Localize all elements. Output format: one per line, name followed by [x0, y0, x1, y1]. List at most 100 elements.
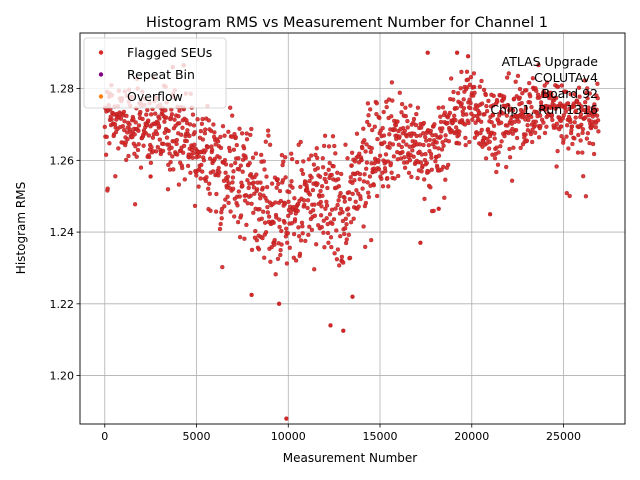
data-point — [468, 100, 473, 106]
data-point — [346, 232, 351, 237]
data-point — [264, 184, 270, 190]
data-point — [404, 142, 409, 147]
data-point — [481, 87, 487, 93]
data-point — [345, 156, 350, 161]
data-point — [559, 83, 564, 88]
data-point — [591, 151, 597, 157]
data-point — [249, 247, 255, 253]
data-point — [132, 132, 137, 137]
data-point — [226, 181, 232, 186]
data-point — [251, 185, 257, 190]
data-point — [263, 139, 268, 144]
data-point — [237, 234, 243, 240]
data-point — [495, 162, 501, 167]
data-point — [424, 160, 429, 166]
data-point — [187, 122, 193, 127]
data-point — [309, 175, 314, 180]
data-point — [231, 186, 236, 191]
data-point — [168, 160, 173, 165]
data-point — [509, 178, 515, 183]
data-point — [131, 117, 136, 122]
data-point — [513, 127, 519, 133]
data-point — [326, 240, 331, 245]
data-point — [392, 176, 397, 181]
data-point — [199, 162, 204, 168]
data-point — [415, 105, 421, 110]
data-point — [361, 126, 366, 131]
data-point — [506, 103, 511, 108]
data-point — [507, 146, 512, 152]
data-point — [581, 174, 586, 179]
data-point — [492, 156, 498, 161]
data-point — [138, 109, 143, 115]
data-point — [169, 112, 175, 117]
data-point — [199, 121, 205, 127]
data-point — [283, 175, 288, 180]
data-point — [210, 169, 216, 174]
data-point — [257, 192, 263, 197]
data-point — [467, 139, 472, 145]
data-point — [489, 120, 494, 125]
data-point — [146, 133, 152, 138]
data-point — [544, 80, 550, 85]
data-point — [408, 103, 413, 108]
data-point — [377, 115, 382, 121]
data-point — [171, 167, 176, 172]
data-point — [364, 166, 369, 171]
data-point — [251, 180, 256, 185]
data-point — [514, 135, 520, 141]
data-point — [470, 117, 475, 122]
data-point — [554, 164, 559, 169]
data-point — [567, 193, 572, 199]
data-point — [329, 244, 334, 250]
data-point — [447, 110, 453, 116]
data-point — [364, 142, 369, 147]
data-point — [301, 198, 307, 203]
data-point — [411, 116, 417, 122]
data-point — [235, 203, 240, 208]
data-point — [292, 217, 298, 222]
data-point — [300, 171, 306, 177]
data-point — [230, 113, 235, 118]
data-point — [182, 177, 187, 182]
data-point — [190, 155, 195, 160]
data-point — [272, 237, 277, 243]
data-point — [239, 131, 245, 136]
data-point — [570, 141, 575, 147]
data-point — [375, 136, 380, 142]
data-point — [174, 137, 180, 143]
data-point — [402, 155, 407, 160]
data-point — [263, 230, 269, 235]
data-point — [293, 258, 299, 263]
legend: Flagged SEUs Repeat Bin Overflow — [83, 37, 227, 109]
data-point — [585, 131, 591, 136]
data-point — [325, 230, 331, 236]
data-point — [406, 170, 412, 176]
data-point — [297, 251, 303, 256]
data-point — [149, 145, 154, 150]
data-point — [407, 158, 413, 163]
data-point — [403, 113, 408, 119]
data-point — [284, 261, 290, 266]
data-point — [259, 216, 264, 221]
data-point — [440, 105, 446, 110]
data-point — [390, 98, 395, 103]
data-point — [485, 136, 490, 142]
data-point — [318, 213, 324, 218]
data-point — [374, 111, 379, 117]
data-point — [340, 210, 345, 215]
data-point — [361, 179, 367, 184]
data-point — [510, 131, 515, 136]
data-point — [324, 203, 330, 208]
data-point — [436, 146, 441, 151]
data-point — [303, 238, 308, 244]
data-point — [191, 123, 197, 128]
data-point — [310, 187, 316, 193]
data-point — [226, 200, 231, 206]
data-point — [237, 194, 242, 199]
data-point — [307, 192, 313, 197]
data-point — [191, 150, 196, 156]
data-point — [585, 86, 590, 91]
data-point — [277, 224, 282, 230]
data-point — [431, 208, 436, 214]
